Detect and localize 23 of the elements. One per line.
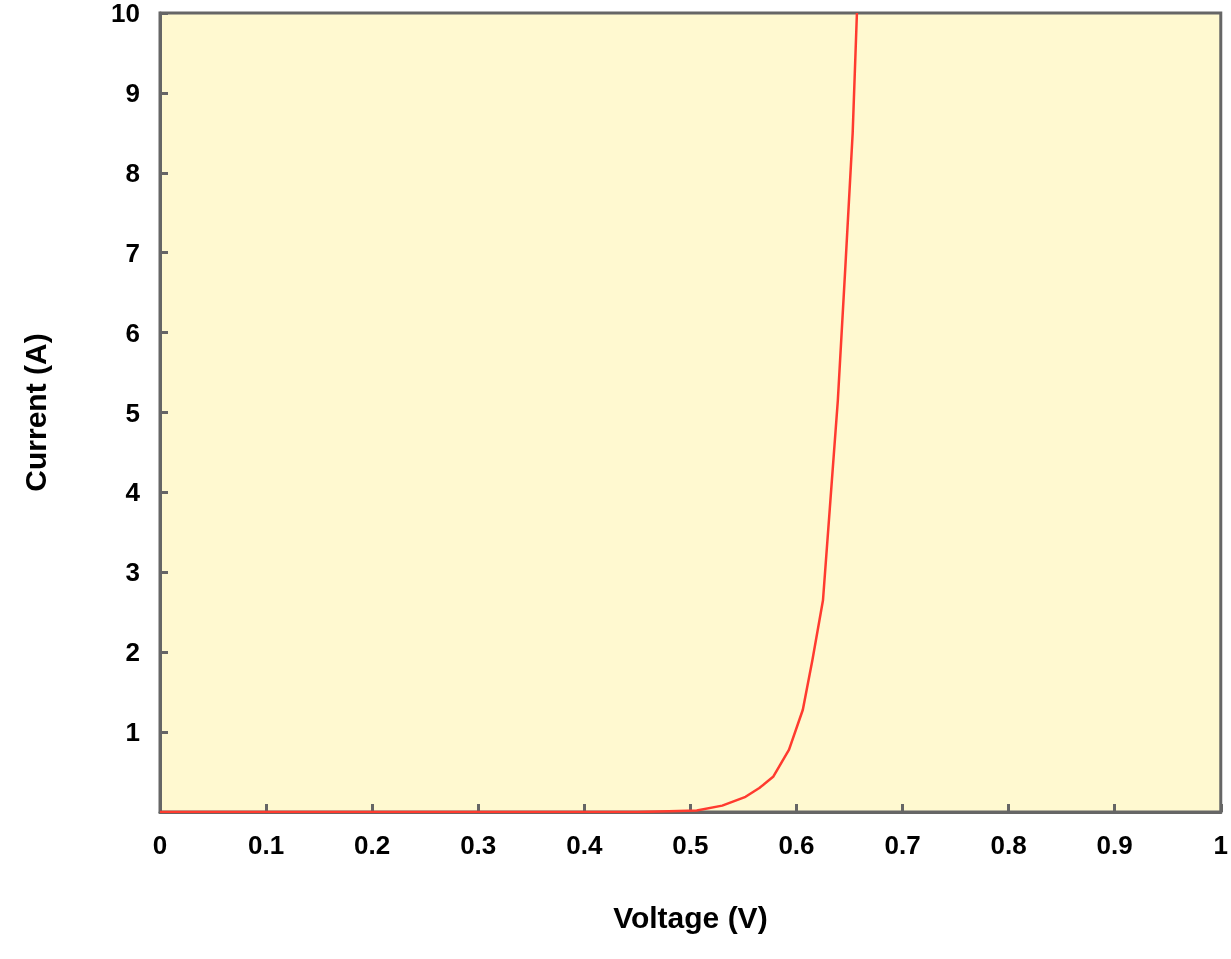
x-tick-label: 0.4 [566,830,603,860]
x-tick-label: 0.1 [248,830,285,860]
y-tick-label: 7 [125,237,140,268]
x-tick-label: 0.7 [884,830,921,860]
y-tick-label: 2 [125,637,140,668]
x-tick-label: 0.6 [778,830,815,860]
y-tick-label: 6 [125,317,140,348]
x-tick-label: 0.9 [1096,830,1133,860]
x-tick-label: 0.5 [672,830,709,860]
x-tick-label: 0.2 [354,830,391,860]
y-tick-label: 1 [125,717,140,748]
x-tick-label: 0.8 [990,830,1027,860]
x-tick-label: 1 [1213,830,1228,860]
x-axis-title: Voltage (V) [613,900,768,934]
y-tick-label: 3 [125,557,140,588]
x-tick-label: 0.3 [460,830,497,860]
y-tick-label: 8 [125,157,140,188]
y-tick-label: 10 [111,0,140,28]
y-tick-label: 5 [125,397,140,428]
y-tick-label: 4 [125,477,141,508]
y-axis-title: Current (A) [18,333,52,492]
x-tick-label: 0 [152,830,168,860]
y-tick-label: 9 [125,77,140,108]
